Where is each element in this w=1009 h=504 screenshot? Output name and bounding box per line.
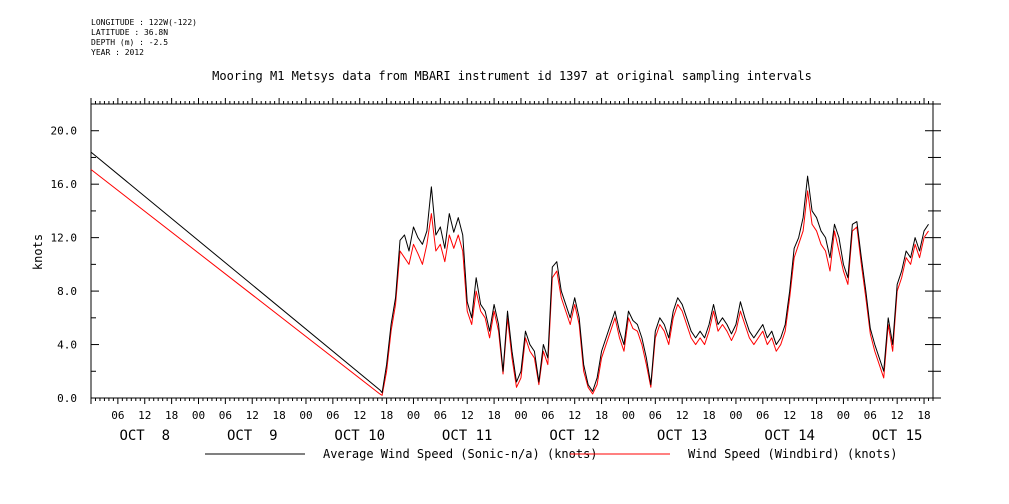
x-hour-label: 18 xyxy=(380,409,393,422)
x-day-label: OCT 10 xyxy=(334,428,385,444)
x-hour-label: 12 xyxy=(246,409,259,422)
x-day-label: OCT 14 xyxy=(764,428,815,444)
legend-label-average-wind: Average Wind Speed (Sonic-n/a) (knots) xyxy=(323,447,598,461)
x-hour-label: 00 xyxy=(192,409,205,422)
y-tick-label: 4.0 xyxy=(57,339,77,352)
x-tick-labels: 06 12 18 00 06 12 18 00 06 12 18 00 06 12 18 00 06 12 18 00… xyxy=(111,409,930,444)
x-hour-label: 18 xyxy=(272,409,285,422)
x-day-label: OCT 11 xyxy=(442,428,493,444)
y-tick-label: 8.0 xyxy=(57,285,77,298)
legend-label-windbird: Wind Speed (Windbird) (knots) xyxy=(688,447,898,461)
x-hour-label: 06 xyxy=(864,409,877,422)
x-hour-label: 12 xyxy=(568,409,581,422)
x-hour-label: 18 xyxy=(165,409,178,422)
x-hour-label: 18 xyxy=(487,409,500,422)
x-day-label: OCT 15 xyxy=(872,428,923,444)
series-line-average-wind xyxy=(90,151,929,394)
y-tick-label: 20.0 xyxy=(51,125,78,138)
y-tick-labels: 0.0 4.0 8.0 12.0 16.0 20.0 xyxy=(51,125,78,405)
x-hour-label: 00 xyxy=(837,409,850,422)
x-hour-label: 00 xyxy=(514,409,527,422)
y-tick-label: 12.0 xyxy=(51,232,78,245)
y-tick-label: 0.0 xyxy=(57,392,77,405)
x-hour-label: 06 xyxy=(219,409,232,422)
x-hour-label: 06 xyxy=(649,409,662,422)
axis-ticks xyxy=(90,98,941,404)
x-hour-label: 06 xyxy=(434,409,447,422)
x-hour-label: 06 xyxy=(756,409,769,422)
x-hour-label: 12 xyxy=(353,409,366,422)
x-hour-label: 18 xyxy=(810,409,823,422)
x-day-label: OCT 12 xyxy=(549,428,600,444)
x-hour-label: 18 xyxy=(917,409,930,422)
x-hour-label: 12 xyxy=(891,409,904,422)
x-hour-label: 12 xyxy=(461,409,474,422)
x-hour-label: 12 xyxy=(138,409,151,422)
x-hour-label: 00 xyxy=(729,409,742,422)
latitude-text: LATITUDE : 36.8N xyxy=(91,28,169,37)
y-tick-label: 16.0 xyxy=(51,178,78,191)
x-day-label: OCT 9 xyxy=(227,428,278,444)
x-hour-label: 06 xyxy=(111,409,124,422)
x-hour-label: 00 xyxy=(299,409,312,422)
x-day-label: OCT 13 xyxy=(657,428,708,444)
year-text: YEAR : 2012 xyxy=(91,48,144,57)
x-hour-label: 18 xyxy=(595,409,608,422)
x-hour-label: 18 xyxy=(702,409,715,422)
metadata-block: LONGITUDE : 122W(-122) LATITUDE : 36.8N … xyxy=(91,18,197,58)
longitude-text: LONGITUDE : 122W(-122) xyxy=(91,18,197,27)
x-hour-label: 06 xyxy=(326,409,339,422)
series-lines xyxy=(90,151,929,396)
x-day-label: OCT 8 xyxy=(119,428,170,444)
y-axis-label: knots xyxy=(31,234,45,270)
x-hour-label: 00 xyxy=(622,409,635,422)
x-hour-label: 00 xyxy=(407,409,420,422)
series-line-windbird xyxy=(90,169,929,396)
depth-text: DEPTH (m) : -2.5 xyxy=(91,38,169,47)
legend: Average Wind Speed (Sonic-n/a) (knots) W… xyxy=(205,447,898,461)
chart-title: Mooring M1 Metsys data from MBARI instru… xyxy=(212,69,812,83)
x-hour-label: 06 xyxy=(541,409,554,422)
x-hour-label: 12 xyxy=(783,409,796,422)
x-hour-label: 12 xyxy=(676,409,689,422)
